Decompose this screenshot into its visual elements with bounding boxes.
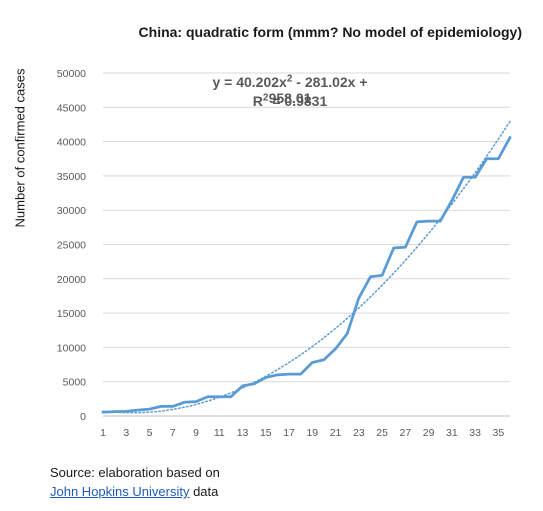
- data-point: [288, 373, 290, 375]
- data-point: [486, 158, 488, 160]
- data-point: [183, 401, 185, 403]
- y-tick-label: 0: [80, 411, 86, 423]
- data-point: [451, 199, 453, 201]
- r-squared-suffix: = 0.9831: [268, 93, 328, 109]
- x-tick-label: 29: [423, 427, 435, 439]
- r-squared-prefix: R: [252, 93, 263, 109]
- x-tick-label: 23: [353, 427, 365, 439]
- r-squared-power: 2: [262, 92, 269, 104]
- equation-suffix: - 281.02x + 958.01: [268, 74, 368, 106]
- data-point: [381, 274, 383, 276]
- y-tick-label: 5000: [63, 377, 87, 389]
- data-point: [323, 359, 325, 361]
- data-point: [404, 246, 406, 248]
- y-tick-label: 10000: [57, 342, 86, 354]
- data-point: [334, 348, 336, 350]
- data-point: [113, 410, 115, 412]
- source-line: Source: elaboration based on: [50, 465, 220, 480]
- data-point: [358, 297, 360, 299]
- chart-plot: 0 5000 10000 15000 20000 25000 30000 35000 40000…: [57, 68, 512, 439]
- data-point: [253, 383, 255, 385]
- y-tick-label: 35000: [57, 171, 86, 183]
- data-point: [439, 220, 441, 222]
- data-point: [160, 405, 162, 407]
- x-tick-label: 15: [260, 427, 272, 439]
- x-tick-label: 13: [237, 427, 249, 439]
- x-tick-label: 35: [493, 427, 505, 439]
- data-point: [346, 332, 348, 334]
- x-tick-label: 5: [147, 427, 153, 439]
- equation-power: 2: [286, 73, 293, 85]
- data-point: [241, 385, 243, 387]
- source-note: Source: elaboration based on John Hopkin…: [50, 463, 220, 501]
- chart-title: China: quadratic form (mmm? No model of …: [138, 24, 522, 40]
- y-tick-label: 40000: [57, 137, 86, 149]
- y-tick-label: 50000: [57, 68, 86, 80]
- source-link[interactable]: John Hopkins University: [50, 484, 190, 499]
- y-tick-label: 25000: [57, 240, 86, 252]
- data-point: [416, 221, 418, 223]
- x-tick-label: 9: [193, 427, 199, 439]
- r-squared: R2 = 0.9831: [190, 93, 390, 109]
- x-tick-label: 25: [376, 427, 388, 439]
- x-tick-label: 21: [330, 427, 342, 439]
- data-point: [299, 373, 301, 375]
- x-tick-label: 19: [306, 427, 318, 439]
- x-tick-label: 27: [399, 427, 411, 439]
- y-tick-label: 30000: [57, 205, 86, 217]
- data-point: [206, 396, 208, 398]
- source-suffix: data: [189, 484, 219, 499]
- data-point: [462, 176, 464, 178]
- data-point: [218, 396, 220, 398]
- data-point: [509, 136, 511, 138]
- data-point: [427, 220, 429, 222]
- data-point: [393, 247, 395, 249]
- x-tick-label: 31: [446, 427, 458, 439]
- data-point: [497, 158, 499, 160]
- x-tick-label: 1: [100, 427, 106, 439]
- data-point: [125, 410, 127, 412]
- data-point: [137, 409, 139, 411]
- data-point: [369, 276, 371, 278]
- data-point: [265, 376, 267, 378]
- y-tick-label: 45000: [57, 102, 86, 114]
- data-point: [195, 400, 197, 402]
- y-tick-label: 20000: [57, 274, 86, 286]
- x-tick-label: 3: [123, 427, 129, 439]
- data-point: [102, 411, 104, 413]
- data-point: [276, 374, 278, 376]
- data-point: [474, 176, 476, 178]
- data-point: [230, 396, 232, 398]
- x-tick-label: 11: [214, 427, 225, 439]
- confirmed-cases-series: [101, 136, 512, 414]
- trendline-equation: y = 40.202x2 - 281.02x + 958.01: [190, 74, 390, 106]
- x-tick-label: 17: [283, 427, 295, 439]
- y-tick-label: 15000: [57, 308, 86, 320]
- data-point: [172, 405, 174, 407]
- equation-prefix: y = 40.202x: [212, 74, 287, 90]
- data-point: [148, 408, 150, 410]
- x-tick-label: 33: [469, 427, 481, 439]
- x-tick-label: 7: [170, 427, 176, 439]
- data-point: [311, 361, 313, 363]
- source-line-2: John Hopkins University data: [50, 482, 220, 501]
